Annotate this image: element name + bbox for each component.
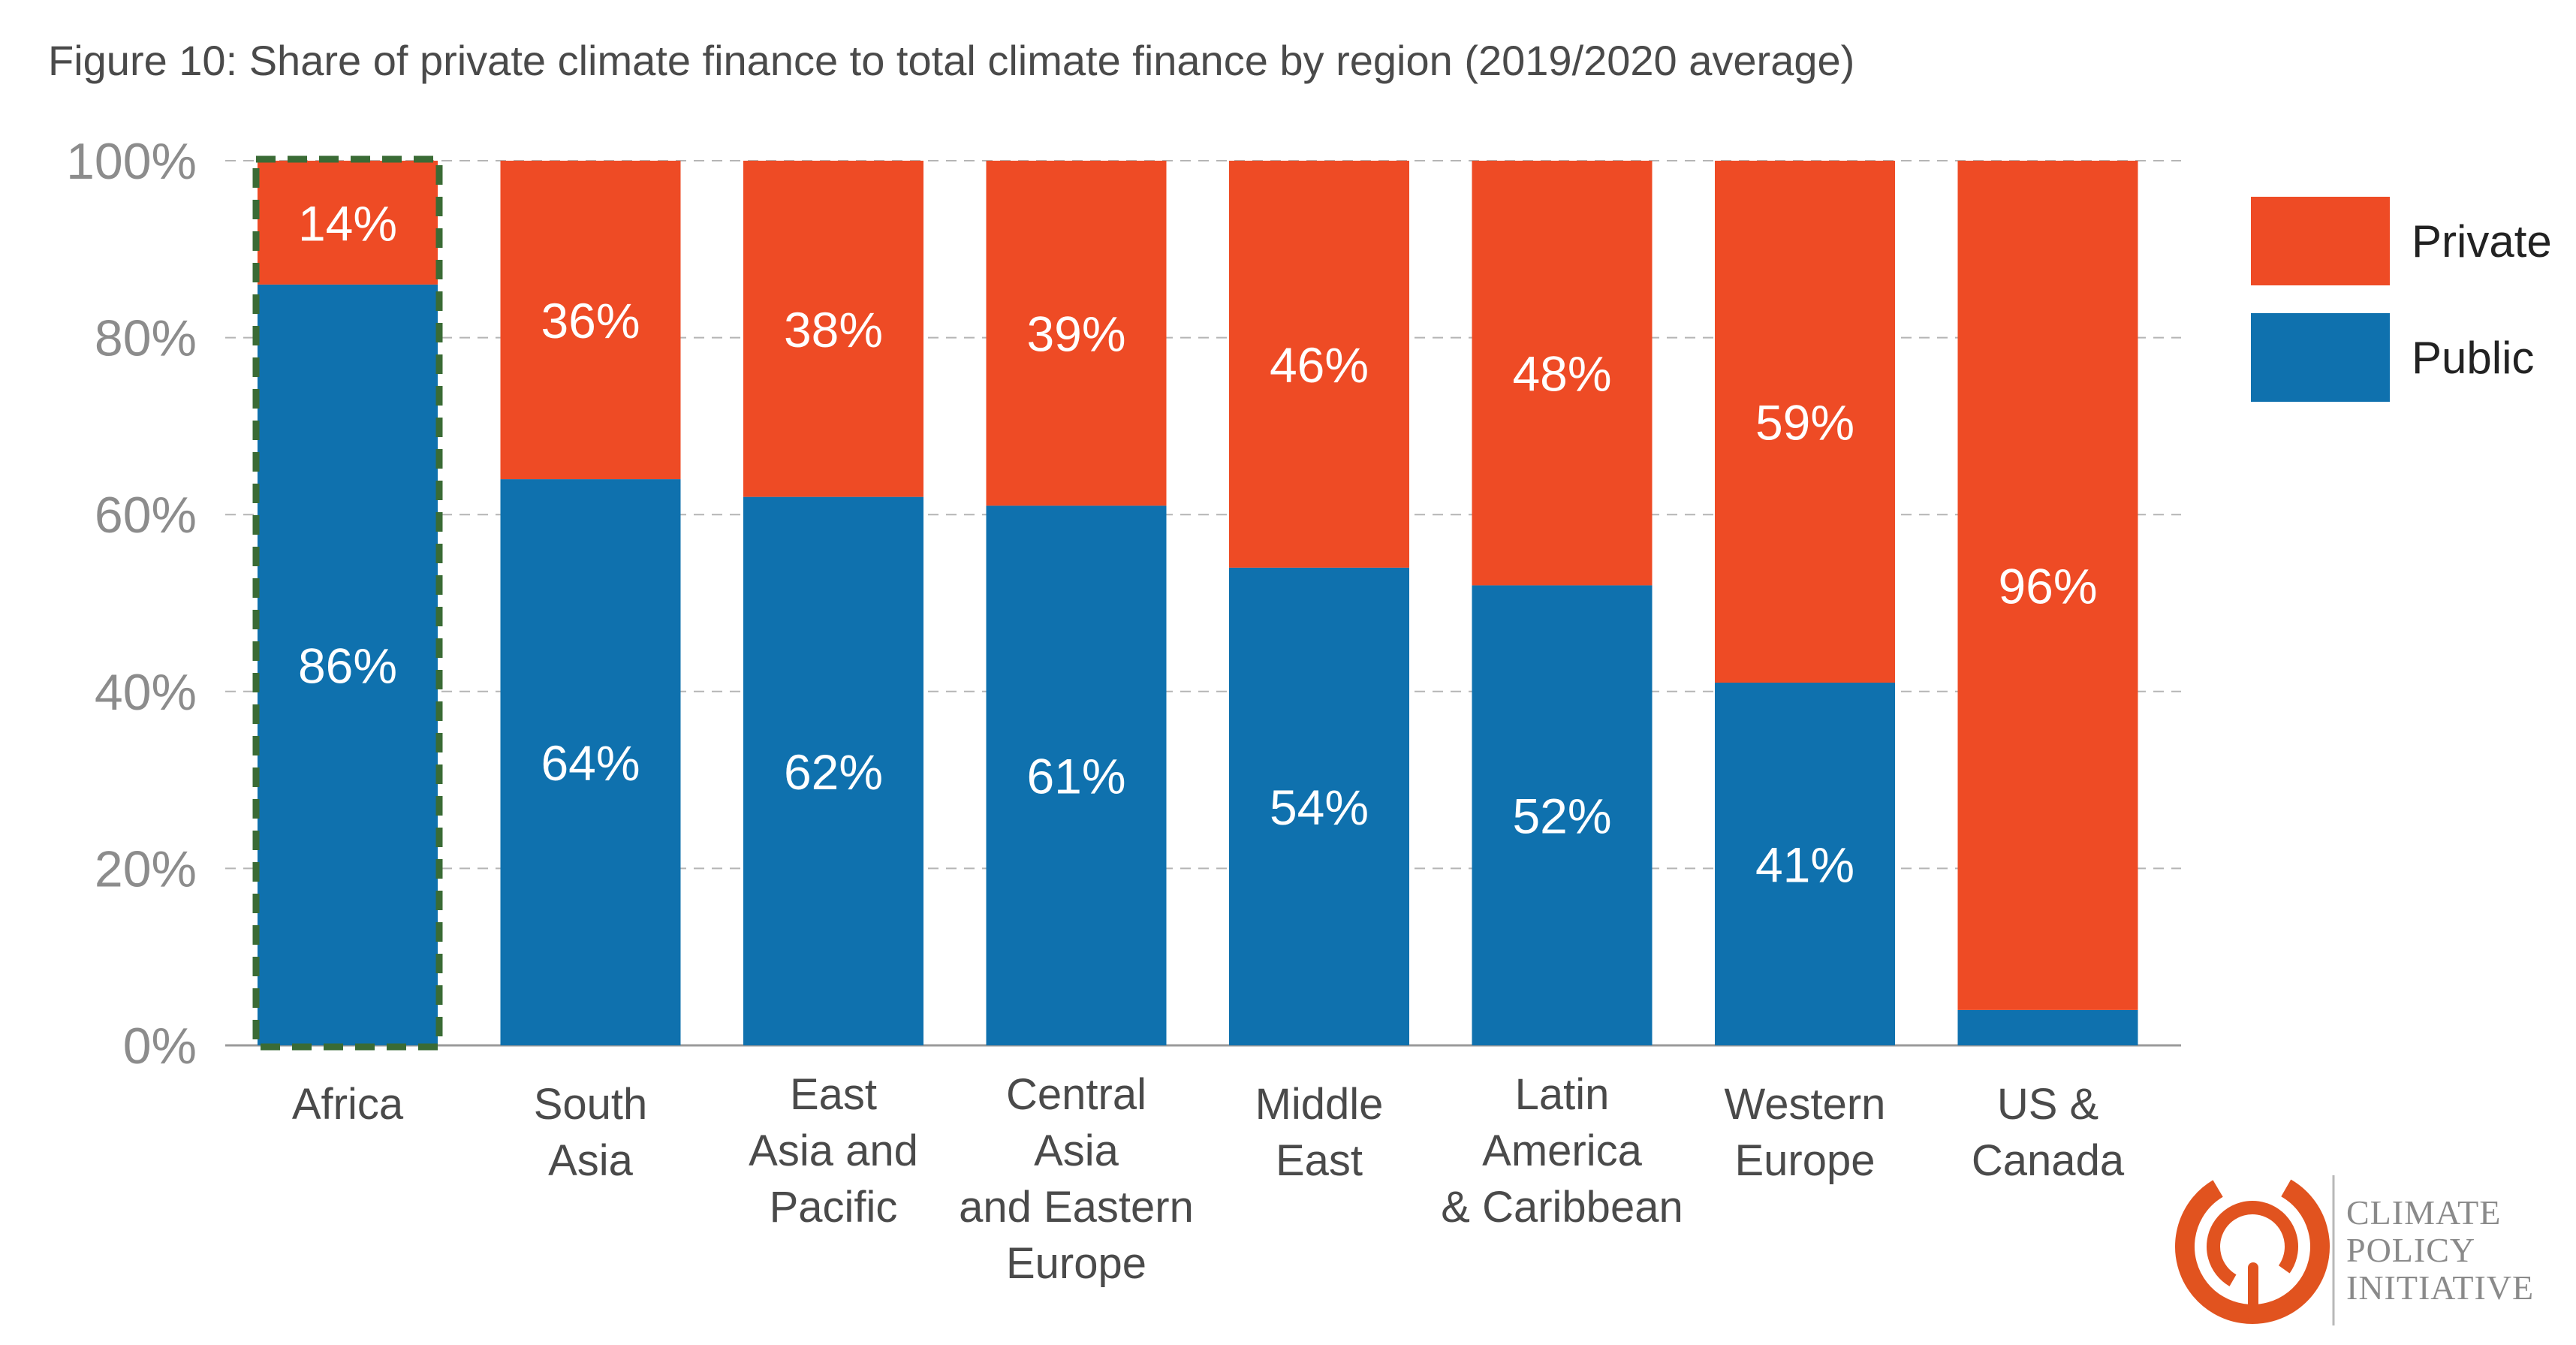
x-tick-label: America — [1482, 1126, 1642, 1175]
legend-label-private: Private — [2412, 216, 2552, 267]
bar-public — [258, 284, 438, 1045]
bar-public — [500, 479, 681, 1045]
data-label: 38% — [784, 302, 883, 357]
legend: Private Public — [2251, 197, 2552, 402]
data-label: 54% — [1270, 780, 1369, 835]
bar-public — [986, 505, 1167, 1045]
x-tick-label: Europe — [1006, 1239, 1146, 1288]
data-label: 62% — [784, 744, 883, 800]
logo-text: POLICY — [2346, 1231, 2475, 1269]
circular-swirl-logo-icon — [2175, 1169, 2330, 1324]
y-tick-label: 40% — [95, 664, 197, 721]
bar-public — [1715, 683, 1895, 1045]
data-label: 64% — [541, 735, 640, 791]
bar-public — [1957, 1009, 2138, 1045]
x-tick-label: Western — [1725, 1080, 1886, 1129]
bar-private — [1957, 161, 2138, 1010]
data-label: 96% — [1998, 558, 2097, 614]
legend-label-public: Public — [2412, 333, 2534, 383]
x-axis: Africa South Asia East Asia and Pacific Centra… — [292, 1070, 2125, 1288]
y-tick-label: 20% — [95, 840, 197, 897]
legend-swatch-public — [2251, 313, 2390, 402]
logo-text: CLIMATE — [2346, 1193, 2501, 1232]
y-tick-label: 60% — [95, 487, 197, 544]
x-tick-label: Central — [1006, 1070, 1146, 1119]
x-tick-label: Canada — [1972, 1136, 2125, 1185]
x-tick-label: US & — [1997, 1080, 2098, 1129]
data-label: 61% — [1026, 749, 1125, 804]
data-label: 48% — [1512, 346, 1611, 402]
bars — [252, 155, 2138, 1051]
x-tick-label: & Caribbean — [1441, 1183, 1683, 1232]
data-label: 86% — [298, 638, 397, 693]
bar-private — [743, 161, 923, 497]
logo-text: INITIATIVE — [2346, 1268, 2534, 1307]
data-label: 46% — [1270, 337, 1369, 393]
data-label: 59% — [1755, 395, 1854, 451]
data-label: 14% — [298, 195, 397, 251]
bar-private — [258, 161, 438, 285]
data-labels: 86% 14% 64% 36% 62% 38% 61% 39% 54% 46% 52% 48% 41% 5… — [298, 195, 2098, 892]
x-tick-label: and Eastern — [959, 1183, 1194, 1232]
bar-public — [1472, 585, 1653, 1045]
x-tick-label: East — [790, 1070, 877, 1119]
x-tick-label: East — [1276, 1136, 1363, 1185]
y-tick-label: 100% — [66, 133, 197, 190]
x-tick-label: Africa — [292, 1080, 404, 1129]
x-tick-label: Asia — [548, 1136, 634, 1185]
data-label: 41% — [1755, 837, 1854, 893]
bar-private — [1229, 161, 1409, 568]
x-tick-label: Latin — [1515, 1070, 1610, 1119]
y-tick-label: 0% — [123, 1018, 197, 1075]
x-tick-label: Middle — [1255, 1080, 1384, 1129]
bar-private — [1715, 161, 1895, 683]
bar-private — [986, 161, 1167, 506]
x-tick-label: Europe — [1734, 1136, 1875, 1185]
x-tick-label: Asia and — [749, 1126, 918, 1175]
data-label: 52% — [1512, 789, 1611, 844]
y-tick-label: 80% — [95, 310, 197, 367]
bar-private — [500, 161, 681, 480]
y-axis: 0% 20% 40% 60% 80% 100% — [66, 133, 197, 1075]
legend-swatch-private — [2251, 197, 2390, 285]
x-tick-label: Pacific — [770, 1183, 898, 1232]
x-tick-label: South — [534, 1080, 648, 1129]
bar-private — [1472, 161, 1653, 586]
x-tick-label: Asia — [1034, 1126, 1119, 1175]
chart-title: Figure 10: Share of private climate fina… — [48, 37, 1854, 84]
bar-public — [743, 496, 923, 1045]
bar-public — [1229, 567, 1409, 1045]
data-label: 36% — [541, 293, 640, 348]
data-label: 39% — [1026, 306, 1125, 362]
